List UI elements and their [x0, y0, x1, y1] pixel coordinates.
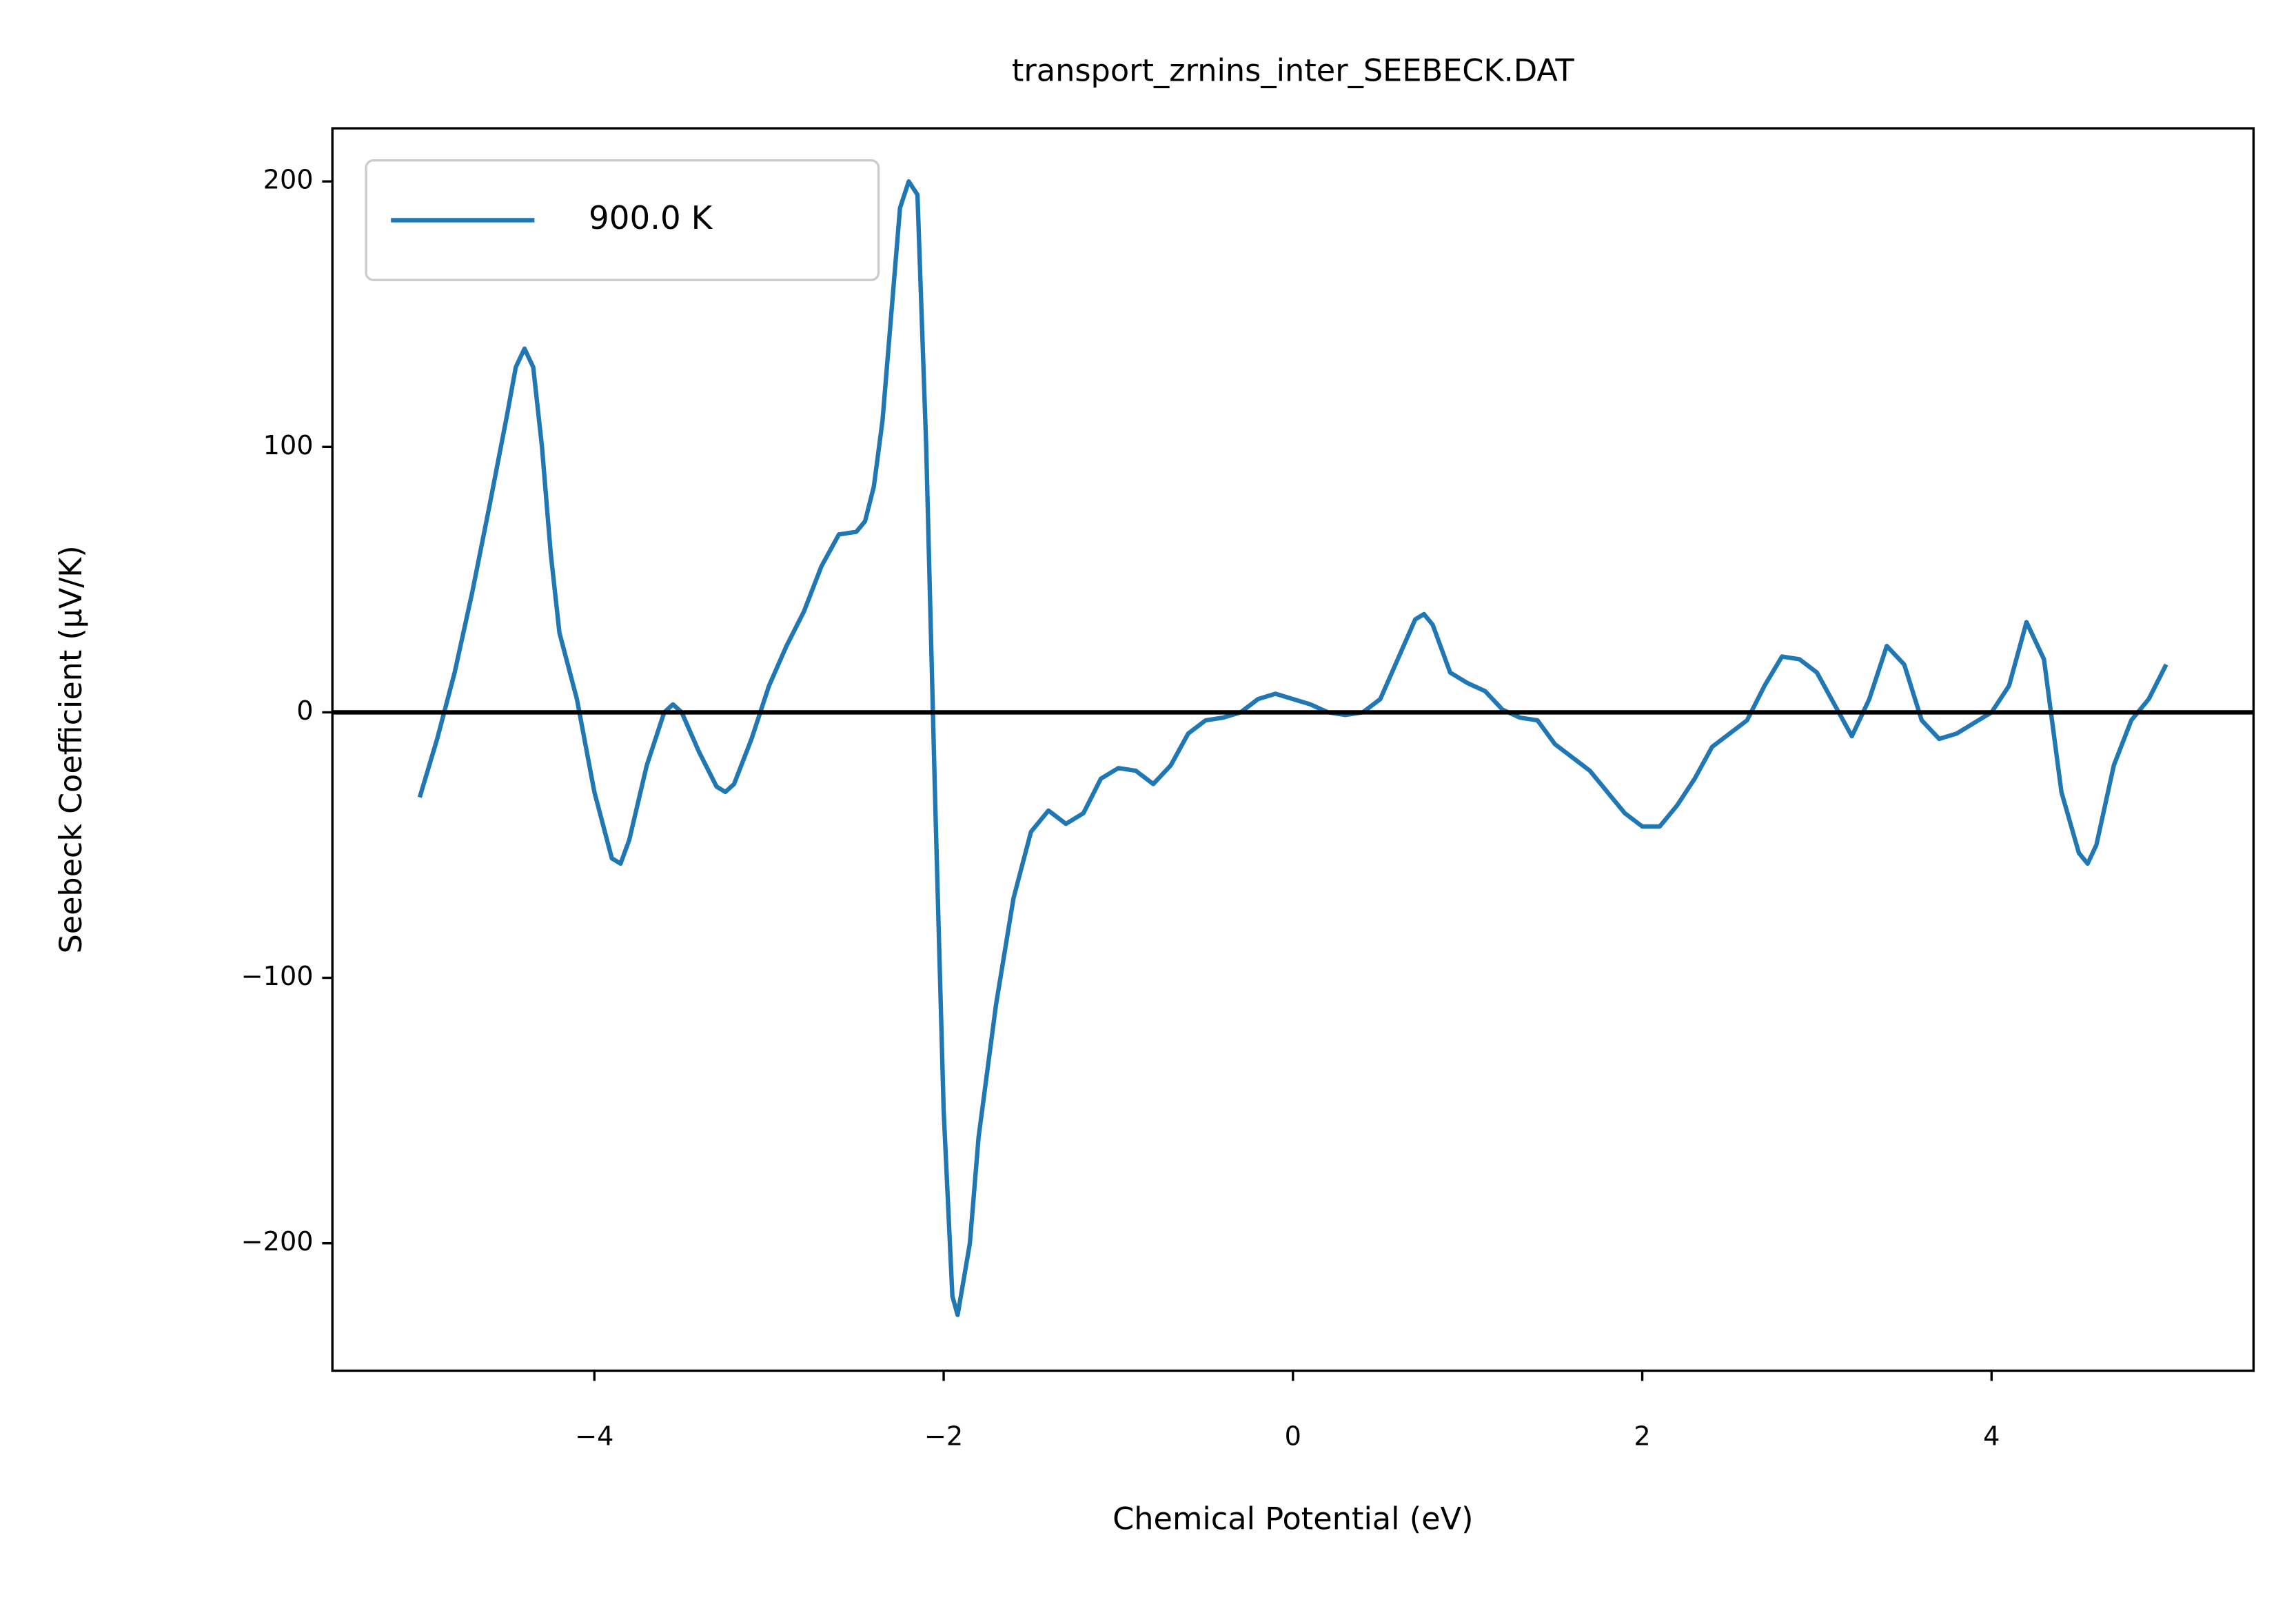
chart-title: transport_zrnins_inter_SEEBECK.DAT	[1012, 54, 1575, 89]
x-tick-label: 0	[1285, 1421, 1301, 1451]
plot-frame	[331, 127, 2255, 1372]
legend-label: 900.0 K	[589, 199, 713, 236]
x-tick-label: 2	[1634, 1421, 1650, 1451]
x-axis-label: Chemical Potential (eV)	[1113, 1501, 1473, 1536]
y-axis-label: Seebeck Coefficient (μV/K)	[54, 545, 89, 953]
y-tick-label: 0	[296, 696, 313, 726]
x-tick-label: −4	[575, 1421, 613, 1451]
y-tick-label: −200	[241, 1226, 314, 1257]
y-tick-label: 200	[263, 165, 314, 195]
x-tick-label: 4	[1983, 1421, 2000, 1451]
data-line	[417, 179, 2168, 1317]
x-tick-label: −2	[924, 1421, 963, 1451]
y-tick-label: 100	[263, 430, 314, 460]
legend-box	[365, 159, 880, 281]
y-tick-label: −100	[241, 961, 314, 991]
